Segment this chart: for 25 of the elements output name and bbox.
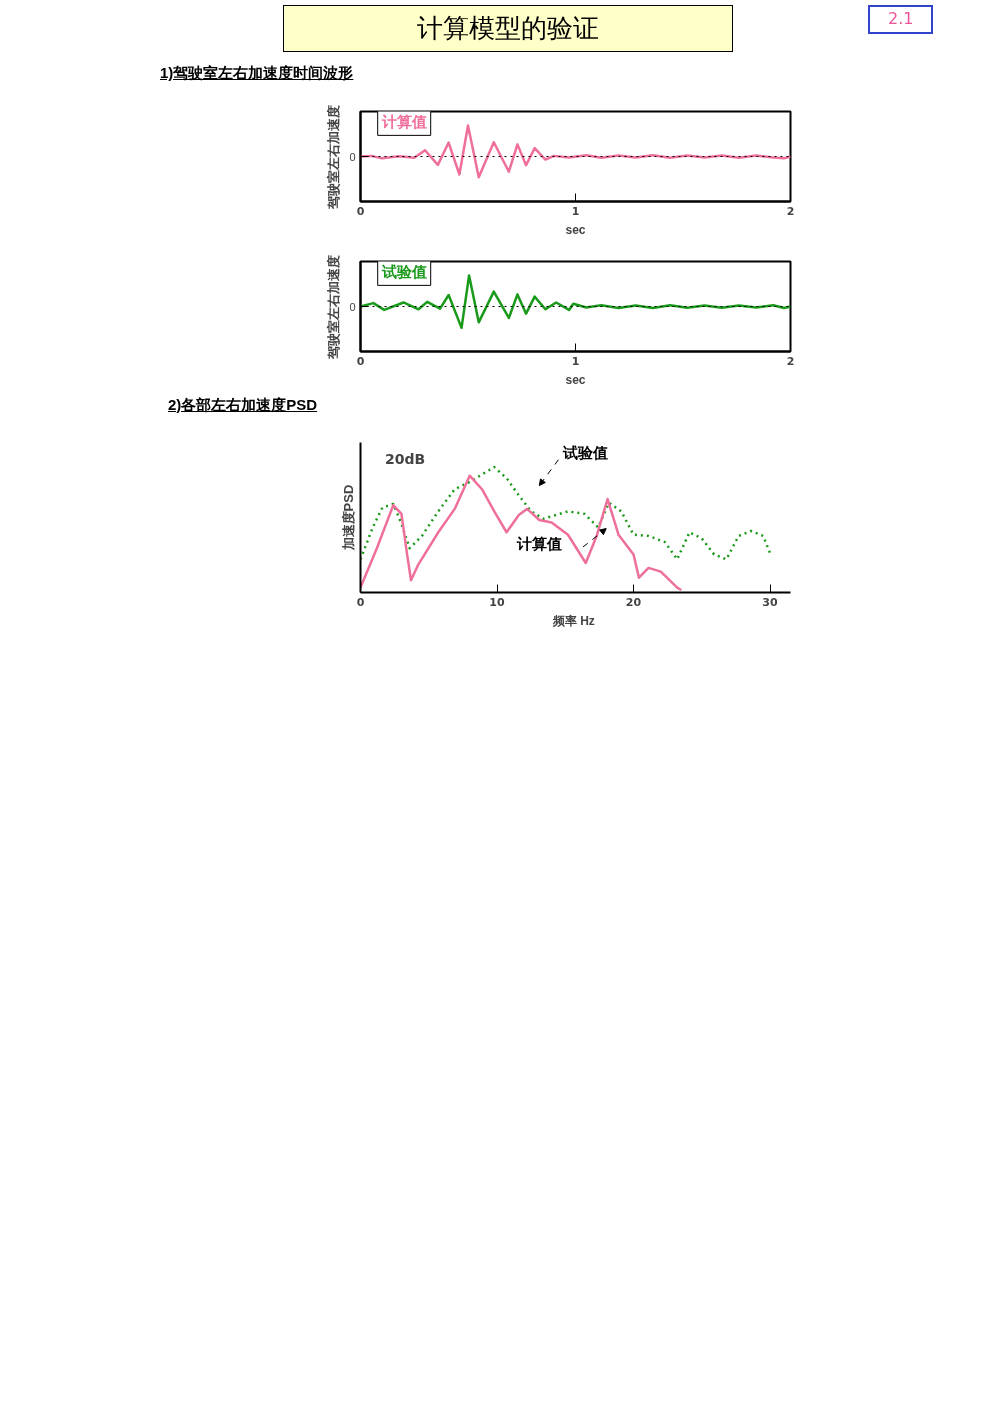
x-axis-title: sec (565, 222, 586, 237)
x-tick-label: 10 (489, 595, 506, 609)
x-tick-label: 2 (786, 354, 795, 368)
x-tick-label: 0 (356, 595, 365, 609)
text: 2.1 (868, 5, 934, 34)
x-tick-label: 1 (571, 354, 580, 368)
x-tick-label: 20 (625, 595, 642, 609)
x-tick-label: 1 (571, 204, 580, 218)
ref-line-label: 0 (349, 150, 356, 163)
x-axis-title: sec (565, 372, 586, 387)
x-tick-label: 30 (762, 595, 779, 609)
x-tick-label: 0 (356, 204, 365, 218)
x-axis-title: 频率 Hz (551, 613, 595, 628)
ref-line-label: 0 (349, 300, 356, 313)
y-axis-title: 加速度PSD (340, 484, 356, 552)
series-label: 试验值 (380, 262, 427, 281)
y-axis-title: 驾驶室左右加速度 (326, 254, 342, 360)
text: 试验值 (561, 444, 608, 463)
x-tick-label: 0 (356, 354, 365, 368)
text: 20dB (385, 451, 426, 468)
x-tick-label: 2 (786, 204, 795, 218)
series-label: 计算值 (380, 112, 427, 131)
series-label: 计算值 (516, 535, 563, 554)
chart-title: 计算模型的验证 (283, 5, 733, 53)
y-axis-title: 驾驶室左右加速度 (326, 104, 342, 210)
